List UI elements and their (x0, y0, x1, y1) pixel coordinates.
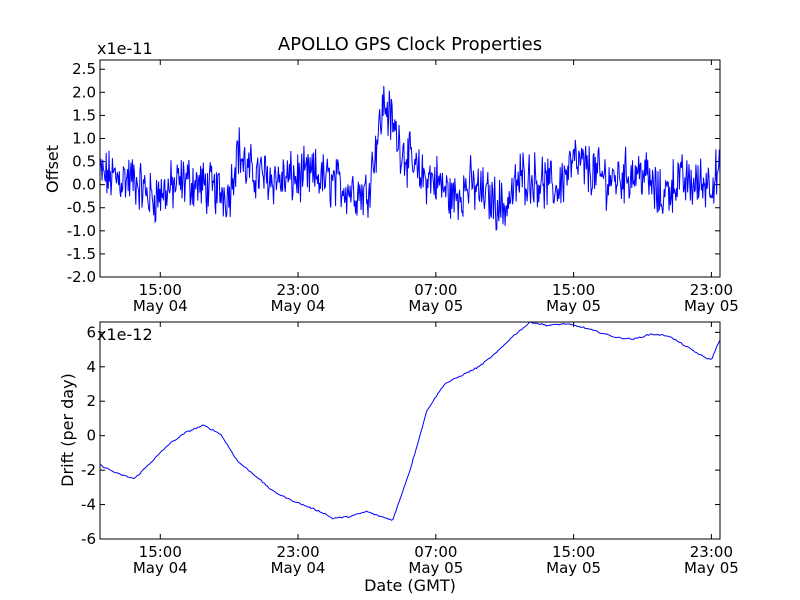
y-tick-label: 4 (86, 358, 96, 376)
y-tick-label: 0.0 (72, 176, 96, 194)
x-tick-label-date: May 04 (271, 297, 326, 315)
x-tick-label-time: 15:00 (139, 281, 182, 299)
chart-title: APOLLO GPS Clock Properties (278, 34, 542, 55)
x-tick-label-time: 07:00 (414, 281, 457, 299)
x-tick-label-date: May 05 (684, 559, 739, 577)
y-tick-label: -0.5 (67, 199, 96, 217)
x-tick-label-date: May 05 (408, 297, 463, 315)
offset-axes-frame (99, 59, 721, 278)
offset-y-multiplier: x1e-11 (97, 39, 153, 58)
offset-y-axis-label: Offset (43, 145, 62, 193)
y-tick-label: -1.0 (67, 222, 96, 240)
drift-y-multiplier: x1e-12 (97, 325, 153, 344)
y-tick-label: -2 (81, 461, 96, 479)
drift-series-line (99, 321, 721, 521)
drift-axes-frame (99, 321, 721, 540)
x-tick-label-time: 23:00 (276, 543, 319, 561)
y-tick-label: 1.5 (72, 106, 96, 124)
x-tick-label-date: May 04 (271, 559, 326, 577)
y-tick-label: -1.5 (67, 245, 96, 263)
drift-y-axis-label: Drift (per day) (58, 373, 77, 487)
x-tick-label-date: May 05 (684, 297, 739, 315)
y-tick-label: 2.0 (72, 83, 96, 101)
x-tick-label-time: 23:00 (690, 281, 733, 299)
y-tick-label: 6 (86, 323, 96, 341)
x-tick-label-date: May 04 (133, 559, 188, 577)
x-tick-label-date: May 04 (133, 297, 188, 315)
y-tick-label: -2.0 (67, 268, 96, 286)
x-axis-label: Date (GMT) (364, 576, 456, 595)
y-tick-label: 1.0 (72, 129, 96, 147)
x-tick-label-date: May 05 (408, 559, 463, 577)
x-tick-label-time: 23:00 (690, 543, 733, 561)
y-tick-label: 2 (86, 392, 96, 410)
y-tick-label: -6 (81, 530, 96, 548)
x-tick-label-date: May 05 (546, 559, 601, 577)
y-tick-label: -4 (81, 496, 96, 514)
x-tick-label-time: 15:00 (552, 543, 595, 561)
x-tick-label-time: 15:00 (552, 281, 595, 299)
drift-plot-area (100, 322, 720, 539)
x-tick-label-time: 15:00 (139, 543, 182, 561)
y-tick-label: 0.5 (72, 153, 96, 171)
x-tick-label-date: May 05 (546, 297, 601, 315)
offset-series-line (99, 85, 721, 231)
y-tick-label: 0 (86, 427, 96, 445)
y-tick-label: 2.5 (72, 60, 96, 78)
x-tick-label-time: 07:00 (414, 543, 457, 561)
offset-panel: -2.0-1.5-1.0-0.50.00.51.01.52.02.515:00M… (43, 39, 739, 315)
x-tick-label-time: 23:00 (276, 281, 319, 299)
